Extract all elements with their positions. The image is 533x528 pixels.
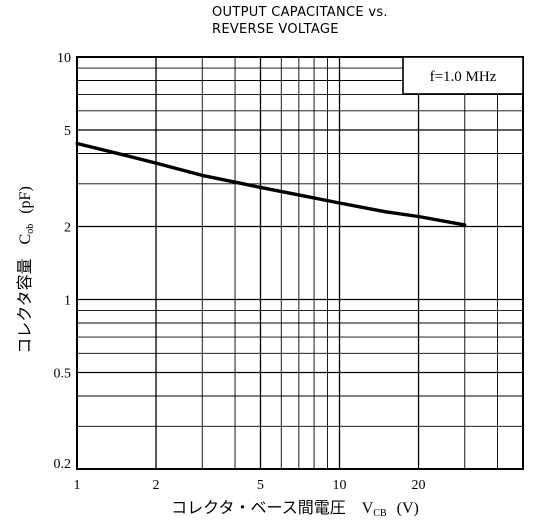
- plot-frame: [76, 56, 524, 470]
- x-tick-label: 1: [74, 478, 81, 493]
- chart-title: OUTPUT CAPACITANCE vs. REVERSE VOLTAGE: [212, 4, 512, 38]
- y-axis-symbol: C: [17, 234, 34, 245]
- chart-title-line-2: REVERSE VOLTAGE: [212, 22, 339, 37]
- y-axis-symbol-sub: ob: [25, 224, 36, 234]
- series-point: [154, 161, 158, 165]
- x-tick-label: 20: [412, 478, 426, 493]
- series-point: [417, 214, 421, 218]
- x-axis-symbol: V: [362, 500, 374, 517]
- x-axis-label: コレクタ・ベース間電圧 VCB (V): [171, 499, 419, 520]
- series-point: [384, 210, 388, 214]
- series-line: [76, 141, 466, 227]
- y-tick-label: 10: [57, 51, 71, 66]
- series-point: [463, 223, 467, 227]
- condition-box: f=1.0 MHz: [402, 56, 524, 95]
- series-point: [338, 201, 342, 205]
- x-tick-label: 2: [153, 478, 160, 493]
- x-tick-label: 5: [257, 478, 264, 493]
- series-point: [200, 173, 204, 177]
- x-axis-unit: (V): [397, 500, 419, 517]
- condition-box-frame: [402, 56, 524, 95]
- y-tick-label: 2: [64, 221, 71, 236]
- condition-label: f=1.0 MHz: [430, 69, 497, 85]
- tick-labels: 1 2 5 10 20 0.2 0.5 1 2 5 10: [54, 51, 426, 493]
- series-point: [297, 193, 301, 197]
- series-group: [75, 141, 467, 227]
- series-point: [75, 141, 79, 145]
- y-tick-label: 5: [64, 124, 71, 139]
- y-tick-label: 0.5: [54, 366, 72, 381]
- y-tick-label: 0.2: [54, 457, 72, 472]
- y-axis-title: コレクタ容量: [16, 258, 34, 353]
- series-point: [258, 185, 262, 189]
- x-axis-title: コレクタ・ベース間電圧: [171, 499, 346, 517]
- x-axis-symbol-sub: CB: [373, 508, 387, 519]
- series-point: [121, 153, 125, 157]
- x-tick-label: 10: [333, 478, 347, 493]
- y-tick-label: 1: [64, 293, 71, 308]
- chart-title-line-1: OUTPUT CAPACITANCE vs.: [212, 5, 388, 20]
- y-axis-unit: (pF): [17, 186, 34, 214]
- grid-lines: [77, 57, 523, 469]
- y-axis-label: コレクタ容量 Cob (pF): [16, 186, 37, 354]
